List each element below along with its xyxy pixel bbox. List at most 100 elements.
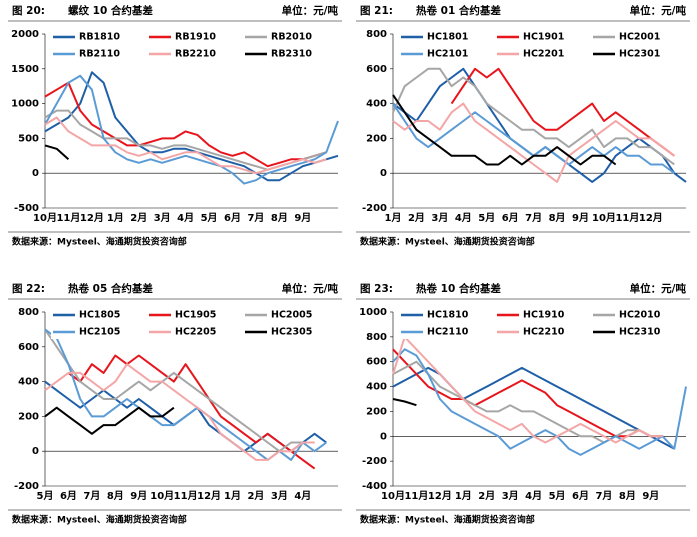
series-line [392, 67, 675, 166]
legend-label: RB2210 [175, 49, 216, 60]
x-tick-label: 7月 [595, 490, 612, 502]
legend-label: RB1810 [79, 32, 120, 43]
x-tick-label: 8月 [549, 212, 566, 224]
series-line [392, 102, 675, 183]
series-line [392, 348, 663, 438]
chart-title: 螺纹 10 合约基差 [68, 4, 153, 17]
y-tick-label: 0 [380, 168, 387, 179]
unit-label: 单位：元/吨 [282, 4, 339, 17]
series-line [44, 328, 327, 461]
x-tick-label: 10月 [592, 212, 616, 224]
legend-bg [51, 325, 143, 339]
y-tick-label: 600 [366, 64, 387, 75]
y-tick-label: 200 [366, 133, 387, 144]
x-tick-label: 8月 [619, 490, 636, 502]
x-tick-label: 4月 [455, 212, 472, 224]
legend-label: HC2105 [79, 327, 120, 338]
source-note: 数据来源：Mysteel、海通期货投资咨询部 [12, 236, 187, 248]
legend-bg [147, 308, 239, 322]
x-tick-label: 5月 [201, 212, 218, 224]
series-line [44, 363, 315, 461]
y-tick-label: 200 [18, 411, 39, 422]
y-tick-label: 600 [18, 342, 39, 353]
series-line [44, 406, 175, 435]
legend-label: RB2310 [271, 49, 312, 60]
legend-bg [399, 47, 491, 61]
y-tick-label: 0 [32, 446, 39, 457]
legend-label: HC1905 [175, 310, 216, 321]
legend-bg [51, 308, 143, 322]
legend-bg [591, 30, 683, 44]
legend-bg [399, 325, 491, 339]
unit-label: 单位：元/吨 [630, 282, 687, 295]
legend-bg [51, 30, 143, 44]
y-tick-label: 800 [366, 332, 387, 343]
y-tick-label: -200 [14, 481, 39, 492]
x-tick-label: 11月 [174, 490, 198, 502]
figure-label: 图 23: [360, 283, 393, 295]
x-tick-label: 12月 [428, 490, 452, 502]
x-tick-label: 1月 [224, 490, 241, 502]
x-tick-label: 11月 [615, 212, 639, 224]
legend-label: HC2301 [619, 49, 660, 60]
series-line [392, 348, 687, 456]
x-tick-label: 7月 [525, 212, 542, 224]
series-line [392, 360, 663, 444]
legend-bg [495, 325, 587, 339]
chart-title: 热卷 05 合约基差 [68, 282, 153, 295]
legend-label: HC2110 [427, 327, 469, 338]
legend-label: HC2101 [427, 49, 468, 60]
legend-bg [591, 325, 683, 339]
series-line [44, 74, 339, 185]
x-tick-label: 7月 [247, 212, 264, 224]
source-note: 数据来源：Mysteel、海通期货投资咨询部 [360, 236, 535, 248]
x-tick-label: 5月 [549, 490, 566, 502]
x-tick-label: 11月 [56, 212, 80, 224]
figure-label: 图 22: [12, 283, 45, 295]
x-tick-label: 2月 [130, 212, 147, 224]
x-tick-label: 8月 [107, 490, 124, 502]
x-tick-label: 6月 [502, 212, 519, 224]
x-tick-label: 9月 [294, 212, 311, 224]
y-tick-label: -500 [14, 203, 39, 214]
y-tick-label: 400 [18, 377, 39, 388]
x-tick-label: 4月 [294, 490, 311, 502]
series-line [44, 116, 327, 175]
x-tick-label: 10月 [381, 490, 405, 502]
y-tick-label: 400 [366, 382, 387, 393]
y-tick-label: 800 [18, 307, 39, 318]
legend-label: HC2010 [619, 310, 661, 321]
x-tick-label: 7月 [83, 490, 100, 502]
x-tick-label: 5月 [37, 490, 54, 502]
legend-bg [591, 308, 683, 322]
source-note: 数据来源：Mysteel、海通期货投资咨询部 [360, 514, 535, 526]
x-tick-label: 10月 [150, 490, 174, 502]
x-tick-label: 9月 [130, 490, 147, 502]
legend-bg [495, 30, 587, 44]
series-line [44, 144, 70, 161]
y-tick-label: 200 [366, 406, 387, 417]
x-tick-label: 3月 [431, 212, 448, 224]
legend-bg [147, 325, 239, 339]
legend-bg [243, 47, 335, 61]
x-tick-label: 2月 [408, 212, 425, 224]
legend-label: RB2010 [271, 32, 312, 43]
y-tick-label: 800 [366, 29, 387, 40]
chart-title: 热卷 01 合约基差 [416, 4, 501, 17]
x-tick-label: 6月 [224, 212, 241, 224]
x-tick-label: 12月 [80, 212, 104, 224]
legend-bg [399, 308, 491, 322]
legend-label: HC1901 [523, 32, 564, 43]
source-note: 数据来源：Mysteel、海通期货投资咨询部 [12, 514, 187, 526]
series-line [392, 103, 675, 175]
legend-bg [243, 325, 335, 339]
series-line [392, 94, 617, 166]
legend-label: HC2201 [523, 49, 564, 60]
legend-label: HC2005 [271, 310, 312, 321]
legend-label: HC2310 [619, 327, 661, 338]
x-tick-label: 11月 [404, 490, 428, 502]
x-tick-label: 3月 [271, 490, 288, 502]
series-line [392, 335, 663, 444]
x-tick-label: 4月 [177, 212, 194, 224]
